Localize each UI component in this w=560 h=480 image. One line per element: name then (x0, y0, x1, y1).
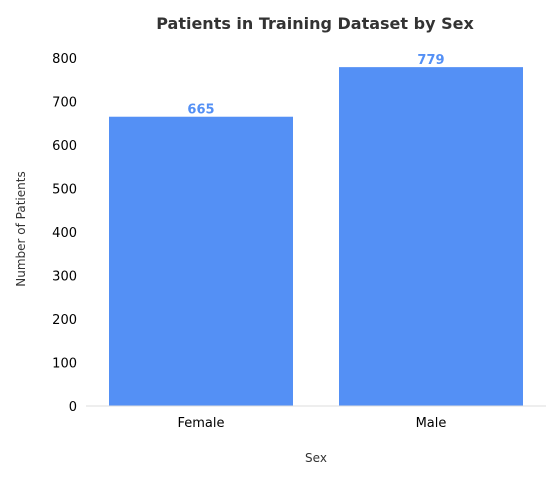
bars-group (109, 67, 523, 406)
data-labels-group: 665 779 (187, 53, 444, 118)
bar-female (109, 116, 293, 406)
y-axis-ticks: 0 100 200 300 400 500 600 700 800 (52, 52, 77, 415)
y-tick-label: 800 (52, 52, 77, 67)
y-tick-label: 200 (52, 313, 77, 328)
x-axis-label: Sex (305, 451, 327, 465)
y-axis-label: Number of Patients (14, 171, 28, 286)
x-tick-label-male: Male (416, 416, 447, 431)
chart-title: Patients in Training Dataset by Sex (156, 14, 474, 33)
y-tick-label: 300 (52, 270, 77, 285)
bar-male (339, 67, 523, 406)
y-tick-label: 500 (52, 183, 77, 198)
x-tick-label-female: Female (177, 416, 224, 431)
y-tick-label: 100 (52, 357, 77, 372)
data-label-male: 779 (417, 53, 444, 68)
x-axis-ticks: Female Male (177, 416, 446, 431)
data-label-female: 665 (187, 103, 214, 118)
y-tick-label: 700 (52, 96, 77, 111)
y-tick-label: 0 (69, 400, 77, 415)
y-tick-label: 600 (52, 139, 77, 154)
y-tick-label: 400 (52, 226, 77, 241)
